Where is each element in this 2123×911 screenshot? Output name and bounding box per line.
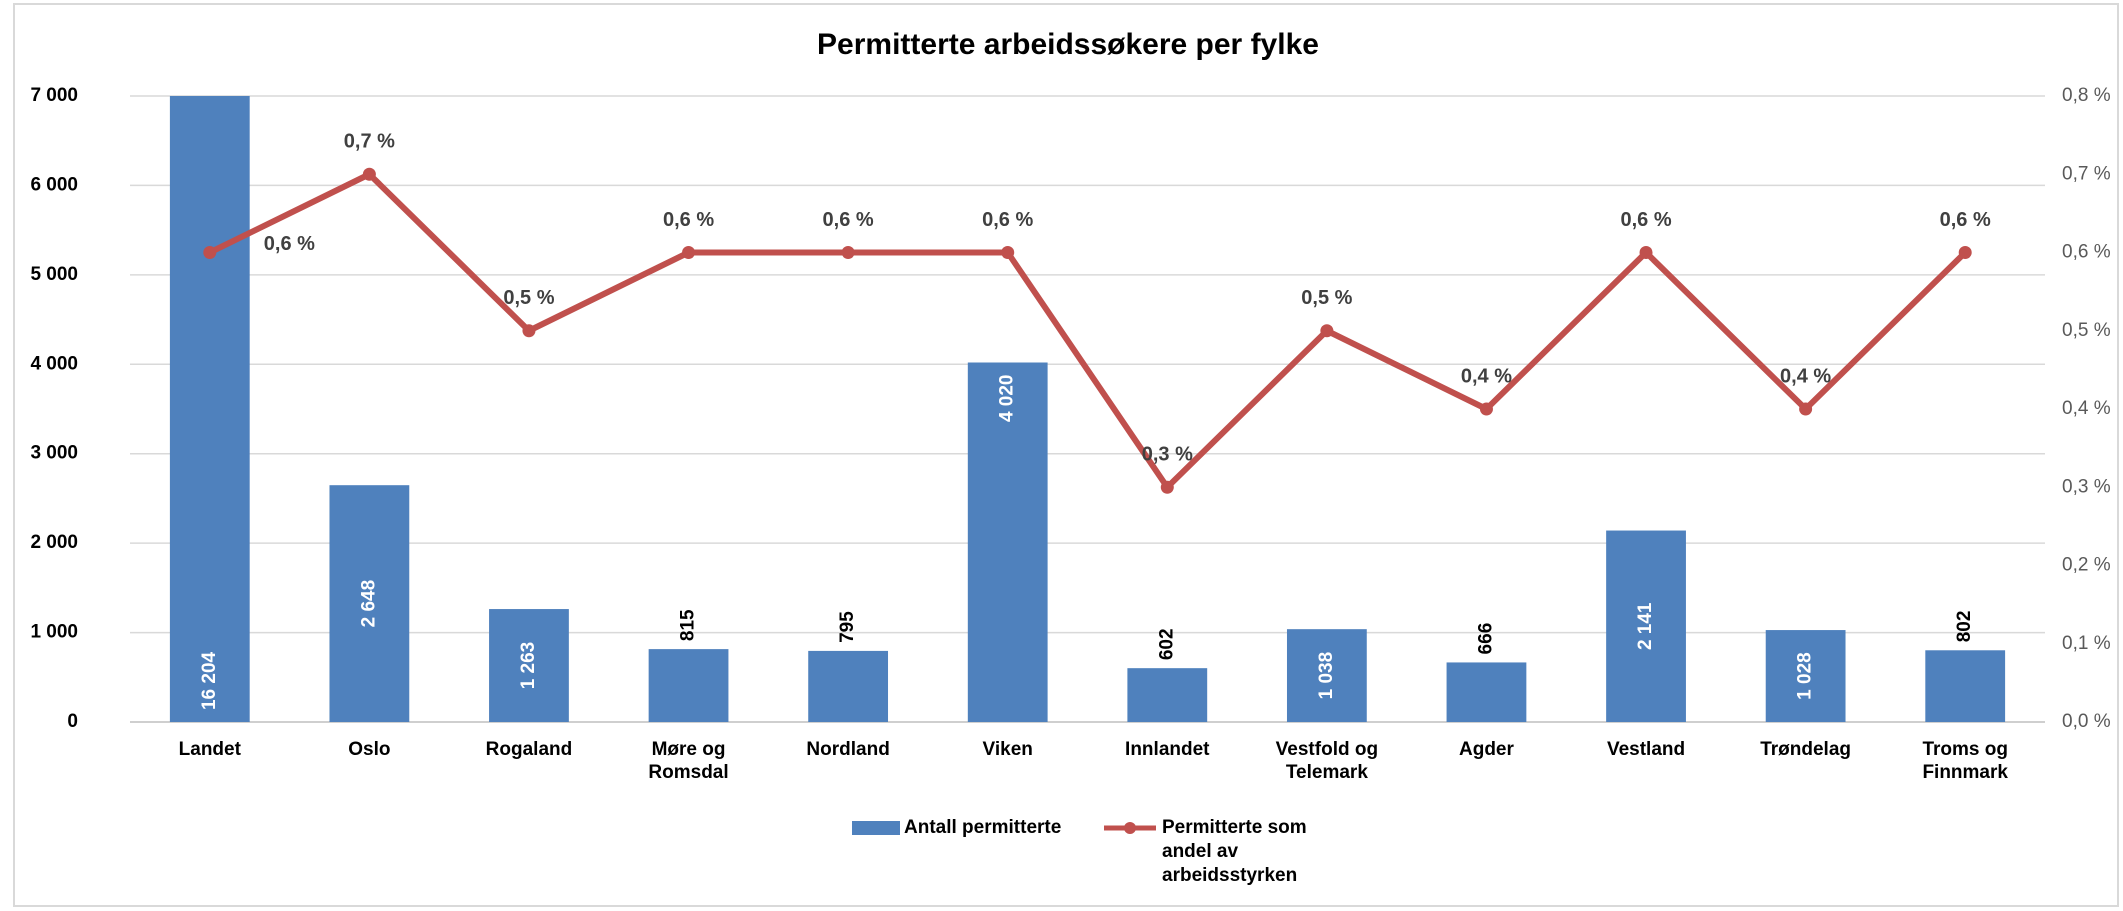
x-tick-label: Nordland (806, 739, 890, 760)
bar-value-label: 4 020 (997, 374, 1018, 422)
line-value-label: 0,6 % (264, 233, 315, 255)
line-value-label: 0,6 % (663, 209, 714, 231)
line (208, 171, 1968, 491)
line-marker (841, 246, 855, 259)
line-marker (522, 324, 536, 338)
legend-label: Permitterte som andel av arbeidsstyrken (1162, 817, 1307, 886)
bar-value-label: 795 (837, 611, 858, 643)
line-value-label: 0,3 % (1142, 444, 1193, 466)
bar (169, 96, 250, 722)
line-marker (203, 246, 217, 259)
line-marker (1479, 402, 1493, 416)
line-marker (1160, 480, 1174, 494)
x-tick-label: Troms og Finnmark (1922, 739, 2008, 783)
line-marker (1001, 246, 1015, 259)
line-marker (1799, 402, 1813, 416)
line-marker (682, 246, 696, 259)
bar-value-label: 16 204 (199, 651, 220, 710)
line-value-label: 0,7 % (344, 131, 395, 153)
bar (808, 650, 889, 722)
y2-tick-label: 0,4 % (2062, 398, 2111, 419)
chart-border (13, 3, 2119, 907)
bar (1606, 530, 1686, 722)
y-tick-label: 4 000 (30, 353, 78, 374)
bar (489, 609, 569, 722)
y2-tick-label: 0,6 % (2062, 242, 2111, 263)
bar-value-label: 2 648 (358, 580, 379, 628)
line-marker (1639, 246, 1653, 259)
y2-tick-label: 0,3 % (2062, 476, 2111, 497)
line-value-label: 0,6 % (1620, 209, 1671, 231)
bar-value-label: 666 (1475, 623, 1496, 655)
bar (1925, 650, 2006, 722)
chart-title: Permitterte arbeidssøkere per fylke (817, 28, 1319, 61)
x-tick-label: Møre og Romsdal (648, 739, 729, 783)
line-value-label: 0,6 % (1940, 209, 1991, 231)
line-marker (1958, 246, 1972, 259)
x-tick-label: Innlandet (1125, 739, 1210, 760)
y2-tick-label: 0,1 % (2062, 633, 2111, 654)
legend-label: Antall permitterte (904, 817, 1062, 838)
bars (169, 96, 2006, 722)
bar-value-label: 1 028 (1795, 652, 1816, 700)
y2-tick-label: 0,2 % (2062, 555, 2111, 576)
bar-value-label: 802 (1954, 611, 1975, 643)
line-marker (1320, 324, 1334, 338)
legend-swatch (852, 821, 900, 835)
bar (1286, 629, 1367, 722)
y-tick-label: 7 000 (30, 85, 78, 106)
x-tick-label: Vestland (1606, 739, 1686, 760)
x-tick-label: Oslo (348, 739, 391, 760)
line-value-label: 0,6 % (823, 209, 874, 231)
line-marker (362, 167, 376, 181)
bar-value-label: 2 141 (1635, 602, 1656, 650)
bar-value-label: 1 038 (1316, 652, 1337, 700)
bar (1765, 630, 1846, 722)
y-tick-label: 3 000 (30, 443, 78, 464)
x-tick-label: Viken (982, 739, 1033, 760)
y2-tick-label: 0,0 % (2062, 711, 2111, 732)
y-tick-label: 2 000 (30, 532, 78, 553)
line-value-label: 0,5 % (503, 287, 554, 309)
x-tick-label: Vestfold og Telemark (1275, 739, 1379, 783)
line-value-label: 0,4 % (1780, 365, 1831, 387)
y-tick-label: 5 000 (30, 264, 78, 285)
y-tick-label: 1 000 (30, 622, 78, 643)
y2-tick-label: 0,7 % (2062, 163, 2111, 184)
y-tick-label: 0 (67, 711, 78, 732)
x-tick-label: Landet (178, 739, 241, 760)
line-value-label: 0,5 % (1301, 287, 1352, 309)
bar (648, 649, 729, 722)
bar (1446, 662, 1527, 722)
x-tick-label: Trøndelag (1760, 739, 1852, 760)
bar (329, 485, 410, 722)
bar (1127, 668, 1208, 722)
y2-tick-label: 0,8 % (2062, 85, 2111, 106)
line-value-label: 0,6 % (982, 209, 1033, 231)
y-tick-label: 6 000 (30, 174, 78, 195)
line-value-label: 0,4 % (1461, 365, 1512, 387)
x-tick-label: Rogaland (485, 739, 573, 760)
x-tick-label: Agder (1459, 739, 1514, 760)
bar (967, 362, 1048, 722)
bar-value-label: 1 263 (518, 642, 539, 690)
bar-value-label: 602 (1156, 628, 1177, 660)
legend-marker (1124, 822, 1136, 834)
y2-tick-label: 0,5 % (2062, 320, 2111, 341)
bar-value-label: 815 (678, 609, 699, 641)
